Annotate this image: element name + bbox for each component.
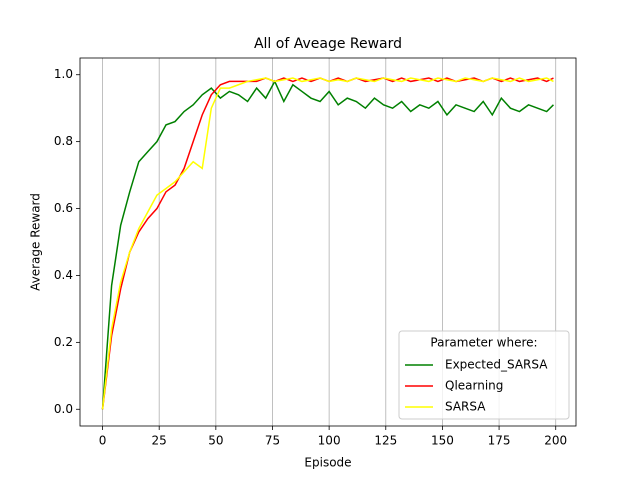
legend-label: SARSA	[445, 400, 486, 414]
x-tick-label: 100	[318, 434, 341, 448]
x-tick-label: 75	[265, 434, 280, 448]
y-axis-label: Average Reward	[29, 193, 43, 291]
legend-box	[398, 330, 570, 420]
y-tick-label: 0.0	[54, 402, 73, 416]
x-tick-label: 0	[99, 434, 107, 448]
y-tick-label: 0.8	[54, 134, 73, 148]
x-tick-label: 50	[208, 434, 223, 448]
legend-label: Expected_SARSA	[445, 358, 548, 372]
legend-label: Qlearning	[445, 379, 503, 393]
y-tick-label: 0.4	[54, 268, 73, 282]
series-line	[101, 79, 554, 410]
series-line	[101, 77, 554, 410]
axes-frame	[79, 57, 577, 427]
x-tick-label: 125	[374, 434, 397, 448]
x-axis-label: Episode	[304, 456, 351, 470]
x-tick-label: 175	[488, 434, 511, 448]
legend-title: Parameter where:	[430, 336, 537, 350]
y-tick-label: 0.6	[54, 201, 73, 215]
x-tick-label: 150	[431, 434, 454, 448]
y-tick-label: 0.2	[54, 335, 73, 349]
x-tick-label: 25	[152, 434, 167, 448]
chart-title: All of Aveage Reward	[254, 36, 402, 52]
x-tick-label: 200	[544, 434, 567, 448]
y-tick-label: 1.0	[54, 67, 73, 81]
